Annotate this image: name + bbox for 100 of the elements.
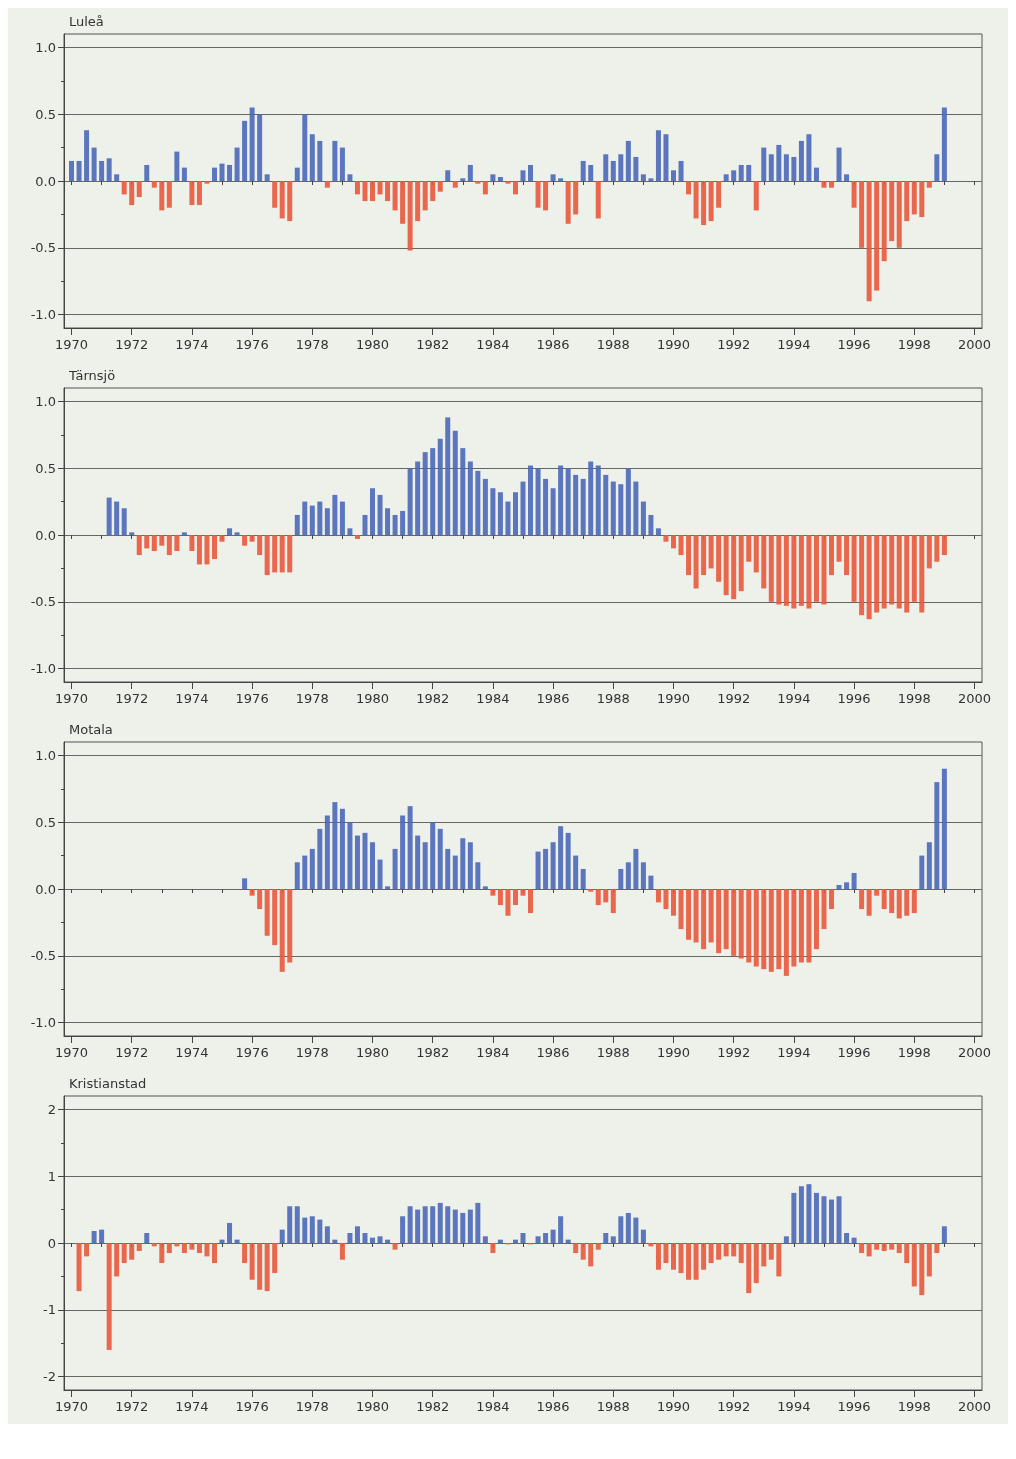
x-tick-label: 1986 [536,337,570,352]
bar [708,535,714,569]
bar [227,164,233,181]
bar [941,535,947,556]
bar [934,782,940,889]
bar [701,535,707,576]
bar [114,1243,120,1277]
bar [565,832,571,889]
bar [332,140,338,181]
x-tick-label: 1982 [416,1045,450,1060]
x-tick-label: 1996 [837,691,871,706]
bar [415,181,421,222]
bar [272,535,278,573]
bar [196,1243,202,1254]
x-tick-label: 1972 [115,1045,149,1060]
bar [437,181,443,192]
bar [249,1243,255,1280]
bar [881,889,887,910]
bar [242,120,248,181]
bar [144,535,150,549]
bar [550,174,556,181]
bar [528,164,534,181]
bar [490,1243,496,1254]
bar [911,889,917,914]
x-tick-label: 2000 [957,1399,992,1414]
bar [655,889,661,903]
x-tick-label: 1972 [115,691,149,706]
bar [219,163,225,181]
bar [362,181,368,202]
bar [926,181,932,188]
bar [370,488,376,535]
bar [114,174,120,181]
bar [844,882,850,889]
bar [716,535,722,582]
bar [859,889,865,910]
bar [272,1243,278,1274]
bar [821,889,827,930]
bar [889,535,895,605]
bar [302,114,308,181]
bar [490,174,496,181]
bar [610,1236,616,1243]
bar [813,889,819,950]
x-tick-label: 1980 [355,337,390,352]
y-tick-label: 0.0 [35,173,56,189]
x-tick-label: 1994 [777,1399,811,1414]
y-tick-label: -1.0 [30,661,56,677]
bar [445,1206,451,1243]
bar [761,889,767,970]
bar [625,1212,631,1243]
bar [174,151,180,181]
x-tick-label: 1972 [115,337,149,352]
bar [385,508,391,535]
chart-title: Tärnsjö [68,368,116,383]
bar [881,1243,887,1252]
bar [264,889,270,936]
bar [738,1243,744,1264]
x-tick-label: 1990 [656,1399,691,1414]
y-tick-label: 0.0 [35,527,56,543]
x-tick-label: 1970 [54,1045,89,1060]
bar [84,130,90,181]
bar [543,478,549,535]
bar [670,889,676,916]
bar [866,889,872,916]
bar [588,164,594,181]
bar [422,1206,428,1243]
bar [392,181,398,211]
y-tick-label: 0.5 [35,460,56,476]
bar [821,1196,827,1243]
bar [535,468,541,535]
bar [385,886,391,889]
x-tick-label: 1998 [897,337,931,352]
bar [813,535,819,602]
x-tick-label: 1974 [175,1045,209,1060]
bar [738,889,744,959]
bar [783,889,789,976]
x-tick-label: 2000 [957,337,992,352]
bar [618,1216,624,1243]
bar [678,889,684,930]
bar [716,889,722,954]
bar [678,535,684,556]
bar [595,1243,601,1250]
bar [648,178,654,181]
x-tick-label: 1980 [355,1045,390,1060]
bar [129,181,135,206]
bar [535,851,541,889]
bar [362,1232,368,1243]
bar [257,114,263,181]
bar [693,889,699,943]
y-tick-label: -1 [43,1302,56,1318]
x-tick-label: 1982 [416,1399,450,1414]
bar [580,1243,586,1260]
x-tick-label: 1982 [416,691,450,706]
bar [573,474,579,535]
x-tick-label: 1984 [476,1399,510,1414]
bar [851,181,857,208]
bar [633,156,639,181]
bar [648,514,654,535]
bar [294,514,300,535]
bar [565,468,571,535]
bar [874,1243,880,1250]
